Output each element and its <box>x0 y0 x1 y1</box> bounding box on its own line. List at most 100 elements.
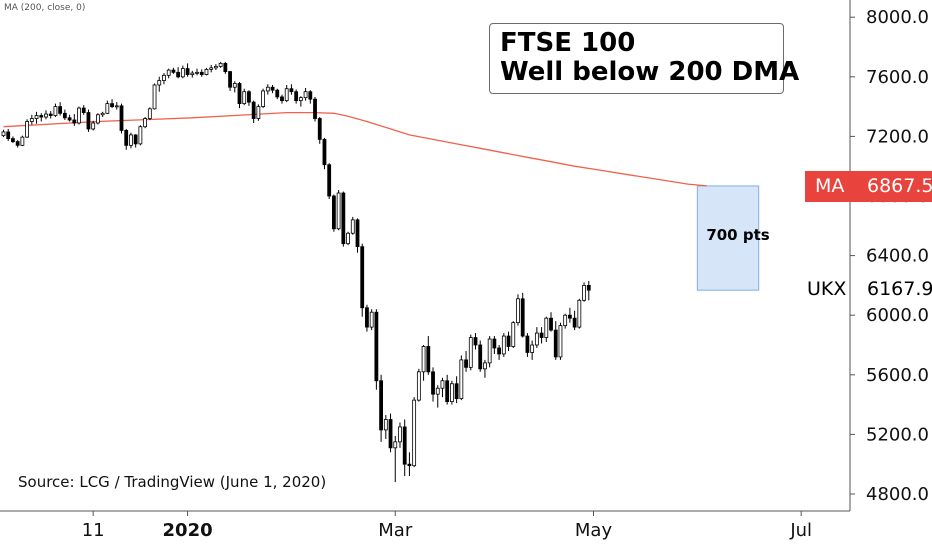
candle-up <box>147 108 152 119</box>
candle-down <box>119 105 124 131</box>
candle-up <box>261 90 266 108</box>
symbol-badge-name: UKX <box>807 278 847 300</box>
candle-down <box>67 117 72 121</box>
candle-down <box>539 332 544 338</box>
candle-down <box>431 371 435 395</box>
chart-title: FTSE 100 <box>500 28 636 58</box>
candle-down <box>176 71 181 78</box>
candle-up <box>468 337 473 368</box>
candle-up <box>195 71 199 74</box>
candle-down <box>313 98 317 119</box>
candle-up <box>511 322 516 347</box>
candle-up <box>162 74 166 81</box>
candle-down <box>473 337 478 346</box>
candle-up <box>20 136 25 146</box>
candle-up <box>96 114 100 124</box>
candle-down <box>86 112 91 130</box>
candle-up <box>350 219 355 234</box>
candle-up <box>100 112 105 116</box>
candle-up <box>459 359 464 400</box>
candle-up <box>265 86 270 92</box>
candle-down <box>223 62 228 72</box>
chart-subtitle: Well below 200 DMA <box>500 57 800 87</box>
candle-down <box>402 426 407 465</box>
candle-up <box>487 338 492 364</box>
candle-down <box>331 195 336 230</box>
gap-highlight-box <box>696 185 760 291</box>
candle-up <box>383 419 388 431</box>
candle-up <box>449 383 454 403</box>
y-tick-label: 4800.0 <box>866 484 929 505</box>
y-tick-label: 7200.0 <box>866 126 929 147</box>
candle-up <box>166 69 171 76</box>
candle-down <box>492 338 497 349</box>
candle-down <box>58 106 63 114</box>
candle-up <box>516 298 520 324</box>
candle-up <box>393 441 398 449</box>
candle-up <box>435 387 440 395</box>
candle-down <box>199 71 204 75</box>
candle-up <box>190 72 195 75</box>
candle-down <box>308 91 313 100</box>
candle-up <box>53 106 58 116</box>
candle-down <box>15 141 20 146</box>
candle-up <box>29 118 34 122</box>
y-tick-label: 6400.0 <box>866 246 929 267</box>
y-tick-label: 6000.0 <box>866 305 929 326</box>
candle-up <box>204 68 209 75</box>
candle-down <box>365 307 369 328</box>
candle-down <box>270 86 275 91</box>
candle-down <box>133 134 138 145</box>
candle-down <box>6 131 11 140</box>
source-caption: Source: LCG / TradingView (June 1, 2020) <box>18 473 327 491</box>
candle-up <box>369 311 374 328</box>
candle-down <box>294 91 299 102</box>
candle-up <box>138 126 143 145</box>
candle-down <box>478 344 483 370</box>
candle-up <box>1 131 6 137</box>
candle-up <box>544 317 549 338</box>
candle-up <box>530 344 535 353</box>
candle-down <box>572 317 577 328</box>
candle-down <box>39 115 44 118</box>
candle-down <box>520 298 525 337</box>
candle-up <box>105 103 110 114</box>
candle-up <box>501 335 506 355</box>
candle-down <box>185 68 190 75</box>
candle-up <box>213 65 218 69</box>
symbol-badge-value: 6167.9 <box>867 278 932 300</box>
ma-badge-name: MA <box>815 175 845 197</box>
ma-price-badge: MA 6867.5 <box>805 171 932 202</box>
candle-down <box>553 329 558 358</box>
x-tick-label: 11 <box>82 520 105 541</box>
x-tick-label: Mar <box>378 520 413 541</box>
candle-up <box>25 121 30 138</box>
candle-down <box>110 103 114 108</box>
candle-up <box>440 380 445 389</box>
gap-box-label: 700 pts <box>706 226 770 244</box>
indicator-legend-label: MA (200, close, 0) <box>4 3 86 13</box>
candle-down <box>341 192 346 245</box>
candle-down <box>525 335 530 353</box>
candle-up <box>336 192 341 230</box>
candle-down <box>275 89 280 98</box>
candle-up <box>483 362 487 370</box>
candle-down <box>355 219 360 248</box>
candle-down <box>171 69 176 73</box>
candle-down <box>124 130 129 146</box>
candle-down <box>506 335 511 347</box>
candle-up <box>114 105 119 108</box>
candle-down <box>464 359 468 368</box>
candle-down <box>426 346 431 373</box>
ma-badge-value: 6867.5 <box>867 175 932 197</box>
candle-down <box>11 138 15 143</box>
y-tick-label: 5600.0 <box>866 365 929 386</box>
candle-up <box>180 68 185 78</box>
candle-down <box>237 83 242 105</box>
candle-down <box>62 112 67 119</box>
candle-up <box>242 91 247 105</box>
candle-down <box>317 118 322 140</box>
candle-down <box>280 96 284 102</box>
candle-down <box>228 71 232 88</box>
